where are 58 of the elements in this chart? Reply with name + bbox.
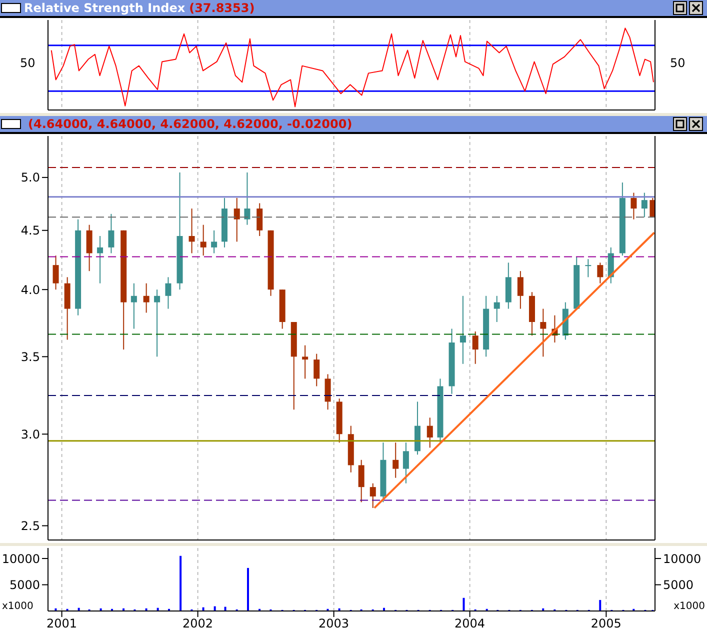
x-tick-label: 2004 [454,616,486,629]
candlestick [211,230,218,254]
chart-subtitle: (37.8353) [189,1,255,15]
x-tick-label: 2005 [590,616,622,629]
candlestick [540,308,546,358]
candlestick [256,202,263,237]
text: 50 [20,56,36,70]
candlestick [585,258,592,278]
bar [180,556,182,611]
bar [247,568,249,611]
y-axis-title: x1000 [2,601,34,612]
y2-tick-label: 10000 [663,552,702,566]
y-tick-label: 4.5 [20,224,40,238]
candlestick [402,442,409,484]
y-tick-label: 3.0 [20,427,40,442]
candlestick [130,282,137,330]
candlestick [234,197,240,242]
candlestick [302,344,308,380]
candlestick [86,224,92,272]
y-tick-label: 2.5 [20,518,40,533]
candlestick [108,213,114,254]
candlestick [460,295,466,364]
candlestick [597,262,604,284]
candlestick [392,442,399,478]
candlestick [630,192,637,220]
candlestick [641,192,648,218]
candlestick [314,353,320,387]
candlestick [324,374,331,410]
x-tick-label: 2002 [182,616,214,629]
x-tick-label: 2001 [46,616,78,629]
candlestick [143,282,150,314]
text: 50 [670,56,686,70]
candlestick [426,417,433,448]
y-tick-label: 3.5 [20,350,40,364]
y-tick-label: 4.0 [20,282,40,297]
candlestick [370,482,376,508]
candlestick [650,197,655,218]
bar [599,600,602,611]
candlestick [97,236,104,284]
candlestick [472,330,478,364]
y2-tick-label: 5000 [663,578,694,592]
candlestick [517,270,524,310]
y-tick-label: 5.0 [20,170,40,185]
chart-subtitle: (4.64000, 4.64000, 4.62000, 4.62000, -0.02000) [28,117,352,131]
candlestick [200,224,206,256]
y-tick-label: 10000 [2,552,40,566]
candlestick [494,295,500,322]
x-tick-label: 2003 [318,616,350,629]
candlestick [244,172,250,226]
bar [462,598,465,611]
candlestick [188,208,195,254]
candlestick [358,459,364,503]
chart-title: Relative Strength Index [24,1,186,15]
candlestick [165,276,172,310]
y-tick-label: 5000 [9,578,40,592]
candlestick [154,289,160,358]
candlestick [52,255,59,290]
y2-axis-title: x1000 [674,601,705,612]
